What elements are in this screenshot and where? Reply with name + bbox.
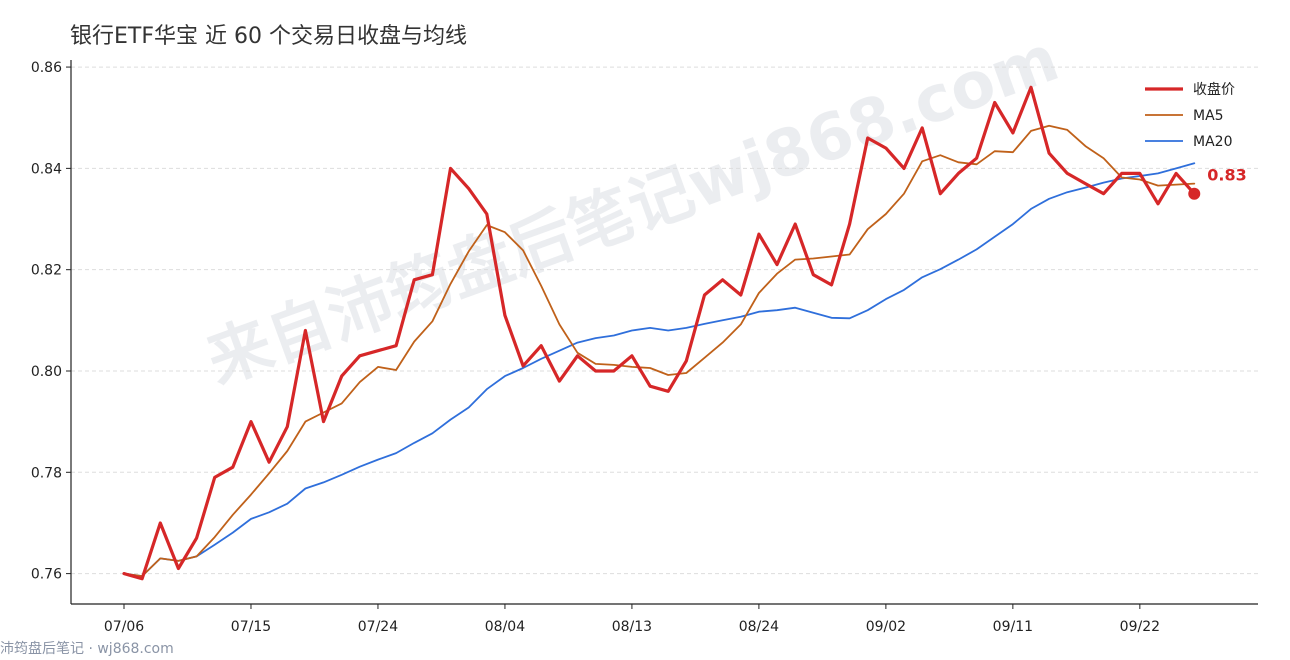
x-tick-label: 09/11 [993, 619, 1033, 635]
chart-title: 银行ETF华宝 近 60 个交易日收盘与均线 [70, 24, 467, 49]
x-tick-label: 09/02 [866, 619, 906, 635]
y-tick-label: 0.78 [31, 465, 62, 481]
x-tick-label: 08/04 [485, 619, 525, 635]
y-tick-label: 0.84 [31, 161, 62, 177]
x-tick-label: 08/13 [612, 619, 652, 635]
y-tick-label: 0.82 [31, 263, 62, 279]
end-point-label: 0.83 [1207, 166, 1246, 185]
x-tick-label: 07/06 [104, 619, 144, 635]
x-tick-label: 07/15 [231, 619, 271, 635]
legend-label: 收盘价 [1193, 81, 1235, 98]
ma20-line [123, 162, 1196, 577]
legend-label: MA20 [1193, 134, 1232, 150]
ma5-line [123, 124, 1196, 577]
y-tick-label: 0.76 [31, 567, 62, 583]
x-tick-label: 08/24 [739, 619, 779, 635]
y-tick-label: 0.80 [31, 364, 62, 380]
watermark-text: 来自沛筠盘后笔记wj868.com [198, 22, 1069, 399]
x-tick-label: 09/22 [1120, 619, 1160, 635]
x-tick-label: 07/24 [358, 619, 398, 635]
end-point-marker [1188, 187, 1201, 200]
y-tick-label: 0.86 [31, 60, 62, 76]
footer-credit: 沛筠盘后笔记 · wj868.com [0, 641, 174, 657]
close-price-line [122, 85, 1196, 581]
legend-label: MA5 [1193, 108, 1224, 124]
